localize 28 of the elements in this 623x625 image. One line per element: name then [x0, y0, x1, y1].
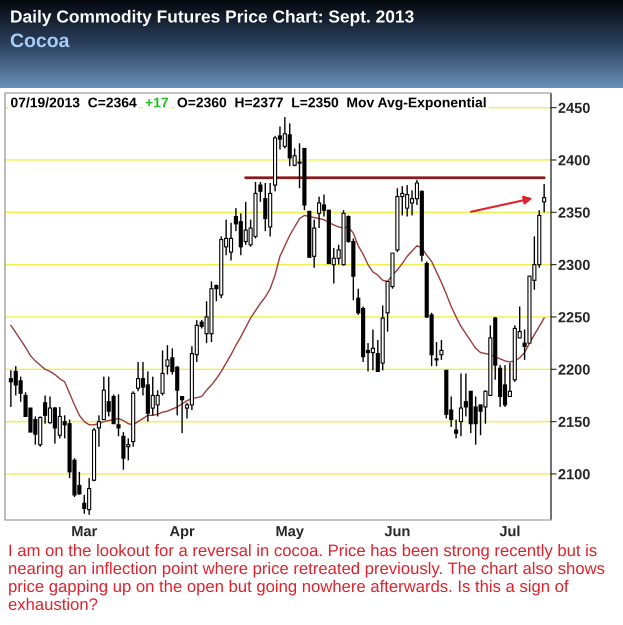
chart-subtitle: Cocoa [10, 33, 70, 48]
x-tick-label: Mar [72, 526, 98, 536]
candlestick [439, 339, 444, 361]
y-tick-label: 2200 [558, 364, 590, 375]
y-tick-label: 2150 [558, 416, 590, 428]
candlestick [160, 350, 165, 396]
y-tick-label: 2100 [558, 469, 590, 480]
candlestick [542, 183, 546, 214]
x-tick-label: Apr [170, 526, 194, 540]
candlestick [458, 372, 464, 437]
annotation: O=2360 H=2377 L=2350 Mov Avg-Exponential [178, 97, 486, 110]
y-tick-label: 2400 [558, 155, 590, 166]
annotation: +17 [146, 98, 168, 108]
candlestick [258, 181, 262, 203]
y-tick-label: 2300 [558, 260, 590, 270]
y-tick-label: 2250 [558, 312, 590, 322]
y-tick-label: 2350 [558, 207, 590, 218]
chart-title: Daily Commodity Futures Price Chart: Sept. 2013 [11, 10, 414, 26]
candlestick [180, 396, 184, 434]
x-tick-label: May [276, 526, 304, 540]
y-tick-label: 2450 [558, 102, 590, 114]
candlestick [454, 418, 458, 440]
candlestick [434, 341, 439, 367]
text: I am on the lookout for a reversal in cocoa. Price has been strong recently but is nearing an inflection point where price retreated previously. The chart also shows price gapping up on the open but going nowhere afterwards. Is this a sign of exhaustion? [8, 544, 604, 610]
annotation: 07/19/2013 C=2364 [11, 97, 137, 108]
candlestick [96, 414, 102, 448]
x-tick-label: Jul [500, 526, 520, 536]
x-tick-label: Jun [384, 526, 410, 536]
